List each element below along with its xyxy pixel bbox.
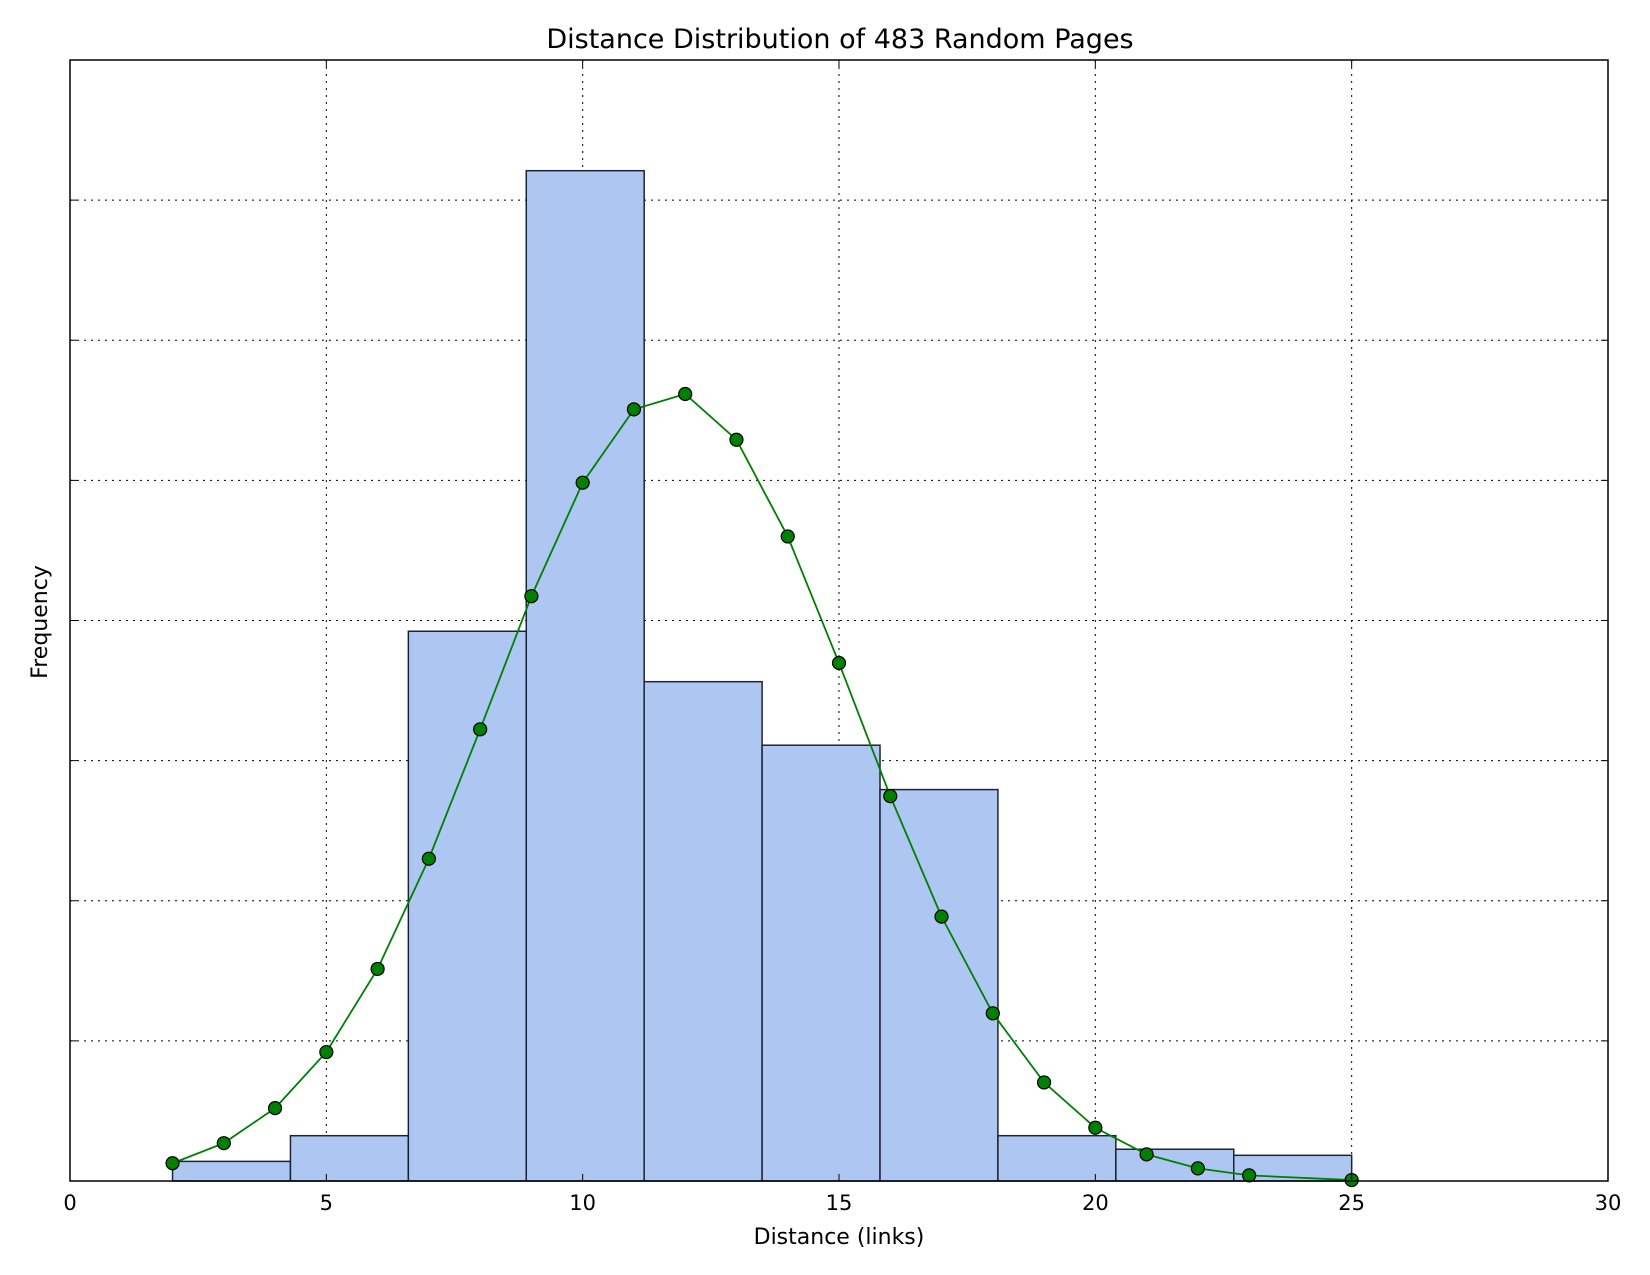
histogram-bar <box>997 1134 1117 1182</box>
curve-point <box>1242 1168 1257 1183</box>
curve-point <box>1088 1120 1103 1135</box>
curve-point <box>216 1136 231 1151</box>
x-tick-label: 20 <box>1082 1191 1109 1215</box>
curve-point <box>678 386 693 402</box>
chart-title: Distance Distribution of 483 Random Page… <box>546 24 1133 55</box>
curve-point <box>729 432 744 447</box>
x-tick-label: 30 <box>1595 1191 1622 1215</box>
histogram-bar <box>525 169 645 1182</box>
density-curve <box>165 386 1359 1188</box>
histogram-bars <box>171 169 1353 1182</box>
curve-point <box>319 1044 334 1060</box>
curve-point <box>883 789 898 804</box>
x-axis-label: Distance (links) <box>754 1225 925 1250</box>
histogram-bar <box>879 788 999 1182</box>
curve-point <box>1139 1147 1154 1162</box>
curve-point <box>370 961 385 977</box>
histogram-bar <box>289 1134 410 1182</box>
curve-point <box>985 1006 1000 1021</box>
y-axis-label: Frequency <box>28 565 53 679</box>
x-tick-label: 0 <box>63 1191 76 1215</box>
x-tick-label: 25 <box>1338 1191 1365 1215</box>
curve-point <box>934 909 949 924</box>
x-tick-label: 10 <box>569 1191 596 1215</box>
curve-point <box>1036 1075 1052 1090</box>
histogram-bar <box>171 1160 292 1182</box>
curve-point <box>780 529 795 544</box>
curve-point <box>165 1156 180 1171</box>
curve-point <box>524 589 539 604</box>
histogram-bar <box>1115 1148 1235 1182</box>
histogram-bar <box>761 744 881 1182</box>
x-tick-label: 5 <box>320 1191 333 1215</box>
curve-point <box>473 722 488 737</box>
curve-point <box>575 475 590 490</box>
curve-point <box>421 851 436 866</box>
histogram-bar <box>407 630 528 1182</box>
curve-point <box>1190 1161 1205 1176</box>
curve-point <box>626 402 642 417</box>
curve-point <box>831 655 847 671</box>
axis-ticks: 0 5 10 15 20 25 30 <box>63 60 1621 1215</box>
histogram-bar <box>643 680 763 1182</box>
curve-point <box>267 1101 283 1116</box>
x-tick-label: 15 <box>826 1191 853 1215</box>
